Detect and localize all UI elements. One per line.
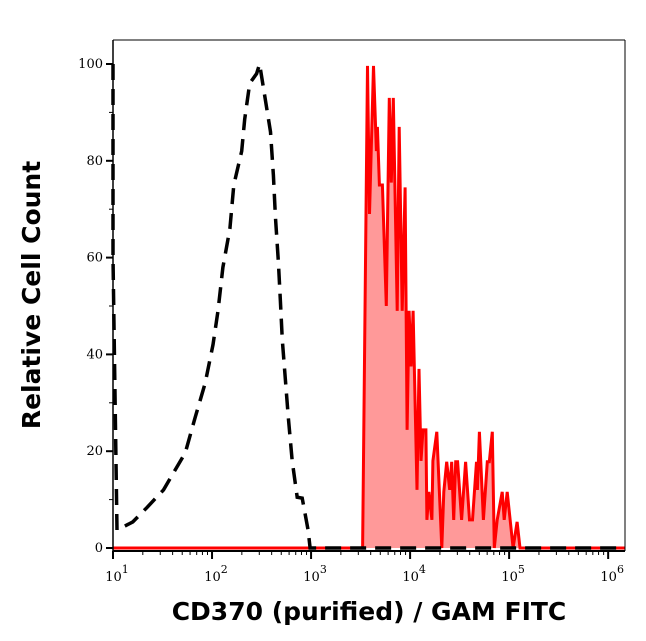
x-tick-label: 101 bbox=[105, 563, 129, 585]
cd370-stained-line bbox=[113, 65, 625, 550]
y-tick-label: 100 bbox=[78, 57, 103, 72]
x-tick-label: 105 bbox=[501, 563, 525, 585]
x-axis-title: CD370 (purified) / GAM FITC bbox=[172, 597, 567, 626]
cd370-stained-fill bbox=[113, 65, 625, 549]
x-tick-exponent: 1 bbox=[122, 563, 129, 576]
y-tick-label: 20 bbox=[86, 444, 103, 459]
x-tick-label: 104 bbox=[402, 563, 426, 585]
y-tick-label: 0 bbox=[95, 541, 103, 556]
isotype-control-line bbox=[111, 63, 625, 550]
y-axis-title: Relative Cell Count bbox=[17, 161, 46, 429]
x-tick-label: 102 bbox=[204, 563, 228, 585]
y-tick-label: 80 bbox=[86, 154, 103, 169]
series-layer bbox=[111, 63, 625, 550]
x-tick-exponent: 3 bbox=[320, 563, 327, 576]
x-tick-exponent: 5 bbox=[518, 563, 525, 576]
x-tick-exponent: 6 bbox=[617, 563, 624, 576]
x-tick-base: 10 bbox=[303, 570, 320, 585]
x-tick-base: 10 bbox=[501, 570, 518, 585]
x-tick-base: 10 bbox=[105, 570, 122, 585]
x-tick-base: 10 bbox=[402, 570, 419, 585]
x-tick-base: 10 bbox=[600, 570, 617, 585]
x-tick-exponent: 2 bbox=[221, 563, 228, 576]
x-tick-label: 106 bbox=[600, 563, 624, 585]
y-tick-label: 60 bbox=[86, 251, 103, 266]
x-tick-exponent: 4 bbox=[419, 563, 426, 576]
y-tick-label: 40 bbox=[86, 347, 103, 362]
x-tick-base: 10 bbox=[204, 570, 221, 585]
x-tick-label: 103 bbox=[303, 563, 327, 585]
